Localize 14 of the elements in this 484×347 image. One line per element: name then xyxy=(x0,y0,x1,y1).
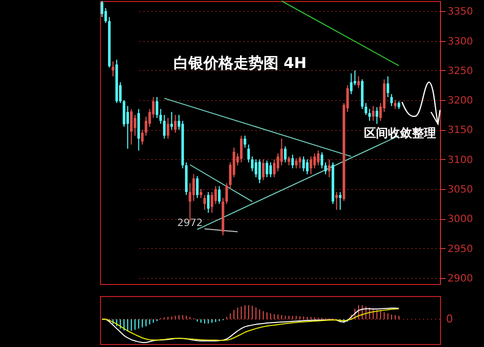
y-tick-label: 3350 xyxy=(448,6,473,18)
annotation: 2972 xyxy=(177,218,203,229)
y-tick-label: 2950 xyxy=(448,244,473,255)
annotation: 区间收敛整理 xyxy=(364,126,436,140)
y-tick-label: 3050 xyxy=(448,184,473,196)
y-tick-label: 3300 xyxy=(448,36,473,48)
text: 白银价格走势图 4H xyxy=(173,54,307,72)
y-tick-label: 3150 xyxy=(448,125,473,136)
y-tick-label: 3200 xyxy=(448,96,473,107)
y-tick-label: 2900 xyxy=(448,274,473,285)
y-tick-label: 3000 xyxy=(448,214,473,226)
y-tick-label: 3100 xyxy=(448,154,473,166)
text: 0 xyxy=(446,312,453,326)
y-tick-label: 3250 xyxy=(448,66,473,77)
